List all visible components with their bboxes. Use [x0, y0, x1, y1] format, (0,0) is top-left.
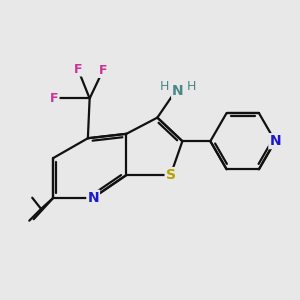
Text: F: F [99, 64, 107, 77]
Text: N: N [87, 191, 99, 205]
Text: H: H [159, 80, 169, 93]
Text: F: F [74, 62, 82, 76]
Text: N: N [269, 134, 281, 148]
Text: N: N [172, 84, 184, 98]
Text: S: S [166, 168, 176, 182]
Text: F: F [50, 92, 58, 105]
Text: H: H [187, 80, 196, 93]
